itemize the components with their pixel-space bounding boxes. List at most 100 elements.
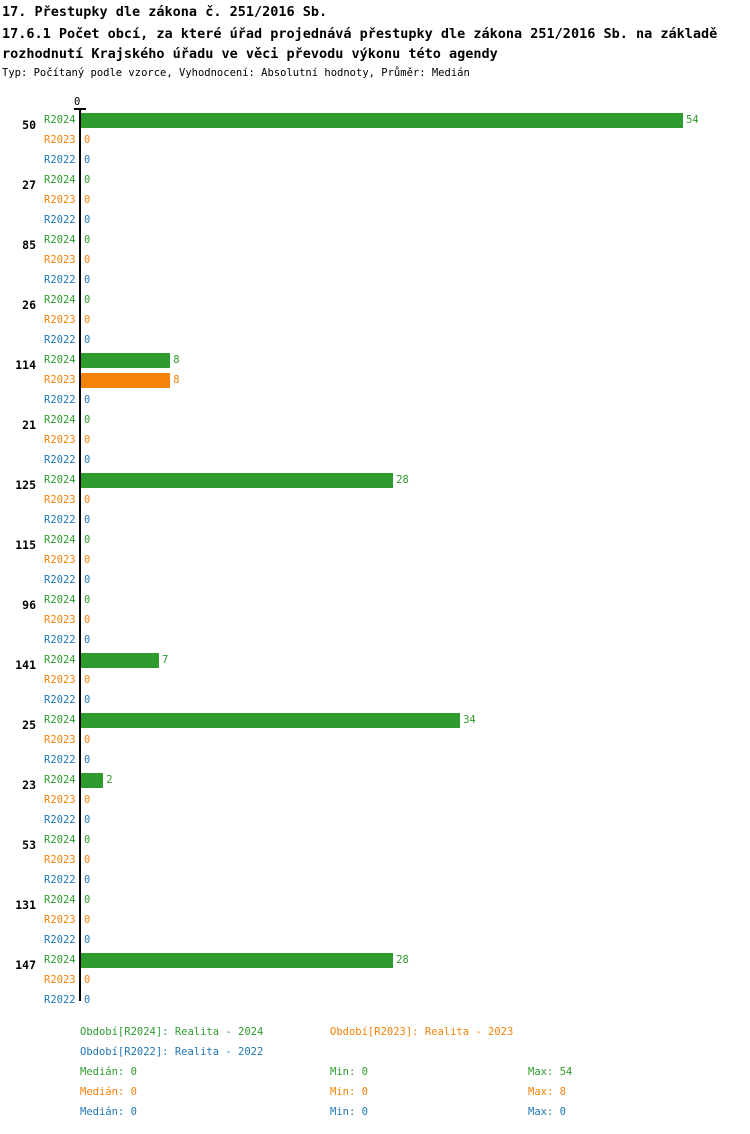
group-label: 25 [22, 718, 36, 732]
group-label: 115 [15, 538, 36, 552]
bar-value-label: 28 [396, 954, 409, 966]
x-axis-tick-label-0: 0 [74, 96, 81, 108]
legend-stat-row: Medián: 0 Min: 0 Max: 0 [0, 1102, 750, 1122]
bar-value-label: 0 [84, 514, 91, 526]
bar [81, 773, 104, 788]
chart-row: R2022 0 [0, 810, 750, 830]
bar-value-label: 0 [84, 254, 91, 266]
chart-row: R2024 7 [0, 650, 750, 670]
bar-value-label: 0 [84, 414, 91, 426]
legend-stat-row: Medián: 0 Min: 0 Max: 54 [0, 1062, 750, 1082]
bar-value-label: 0 [84, 894, 91, 906]
chart-row: R2022 0 [0, 750, 750, 770]
bar-value-label: 0 [84, 234, 91, 246]
chart-row: R2023 0 [0, 610, 750, 630]
chart-row: R2024 0 [0, 830, 750, 850]
group-label: 50 [22, 118, 36, 132]
group-label: 23 [22, 778, 36, 792]
bar-value-label: 0 [84, 334, 91, 346]
legend-item: Období[R2024]: Realita - 2024 [80, 1026, 264, 1038]
group-label: 53 [22, 838, 36, 852]
legend-item: Období[R2022]: Realita - 2022 [80, 1046, 264, 1058]
bar-value-label: 0 [84, 974, 91, 986]
chart-row: R2023 0 [0, 970, 750, 990]
chart-group: 147 R2024 28 R2023 0 R2022 0 [0, 950, 750, 1010]
bar-value-label: 28 [396, 474, 409, 486]
series-label-r2024: R2024 [44, 114, 76, 126]
chart-row: R2022 0 [0, 870, 750, 890]
bar-value-label: 0 [84, 994, 91, 1006]
bar-value-label: 0 [84, 154, 91, 166]
chart-legend: Období[R2024]: Realita - 2024 Období[R202… [0, 1022, 750, 1122]
bar-value-label: 0 [84, 594, 91, 606]
series-label-r2024: R2024 [44, 234, 76, 246]
chart-title: 17.6.1 Počet obcí, za které úřad projedn… [2, 26, 718, 62]
chart-row: R2023 0 [0, 790, 750, 810]
bar-value-label: 0 [84, 694, 91, 706]
legend-statistics: Medián: 0 Min: 0 Max: 54 Medián: 0 Min: 0 Max… [0, 1062, 750, 1122]
chart-group: 96 R2024 0 R2023 0 R2022 0 [0, 590, 750, 650]
series-label-r2022: R2022 [44, 754, 76, 766]
series-label-r2024: R2024 [44, 714, 76, 726]
chart-row: R2022 0 [0, 930, 750, 950]
series-label-r2022: R2022 [44, 574, 76, 586]
bar-value-label: 0 [84, 834, 91, 846]
group-label: 125 [15, 478, 36, 492]
chart-row: R2023 0 [0, 730, 750, 750]
bar-value-label: 0 [84, 914, 91, 926]
legend-stat-max: Max: 54 [528, 1066, 573, 1078]
chart-row: R2024 28 [0, 950, 750, 970]
legend-row: Období[R2024]: Realita - 2024 Období[R202… [0, 1022, 750, 1042]
series-label-r2024: R2024 [44, 174, 76, 186]
chart-group: 27 R2024 0 R2023 0 R2022 0 [0, 170, 750, 230]
series-label-r2023: R2023 [44, 854, 76, 866]
bar-value-label: 7 [162, 654, 169, 666]
bar-value-label: 2 [106, 774, 113, 786]
chart-row: R2024 0 [0, 230, 750, 250]
series-label-r2023: R2023 [44, 134, 76, 146]
chart-row: R2024 8 [0, 350, 750, 370]
series-label-r2022: R2022 [44, 394, 76, 406]
bar-value-label: 0 [84, 634, 91, 646]
chart-group: 85 R2024 0 R2023 0 R2022 0 [0, 230, 750, 290]
bar-value-label: 0 [84, 754, 91, 766]
chart-row: R2024 0 [0, 290, 750, 310]
series-label-r2024: R2024 [44, 294, 76, 306]
chart-row: R2023 8 [0, 370, 750, 390]
group-label: 147 [15, 958, 36, 972]
bar-value-label: 0 [84, 494, 91, 506]
series-label-r2022: R2022 [44, 514, 76, 526]
series-label-r2024: R2024 [44, 354, 76, 366]
page-title: 17. Přestupky dle zákona č. 251/2016 Sb. [2, 4, 328, 20]
bar-value-label: 0 [84, 454, 91, 466]
chart-row: R2023 0 [0, 130, 750, 150]
chart-group: 53 R2024 0 R2023 0 R2022 0 [0, 830, 750, 890]
chart-row: R2023 0 [0, 430, 750, 450]
series-label-r2023: R2023 [44, 794, 76, 806]
legend-entries: Období[R2024]: Realita - 2024 Období[R202… [0, 1022, 750, 1062]
chart-row: R2022 0 [0, 150, 750, 170]
chart-row: R2023 0 [0, 250, 750, 270]
bar-value-label: 0 [84, 554, 91, 566]
bar-value-label: 0 [84, 214, 91, 226]
bar-value-label: 0 [84, 854, 91, 866]
chart-row: R2023 0 [0, 670, 750, 690]
chart-group: 125 R2024 28 R2023 0 R2022 0 [0, 470, 750, 530]
chart-header: 17. Přestupky dle zákona č. 251/2016 Sb.… [0, 0, 750, 80]
chart-metadata: Typ: Počítaný podle vzorce, Vyhodnocení:… [2, 67, 470, 79]
chart-row: R2023 0 [0, 490, 750, 510]
bar [81, 373, 171, 388]
chart-plot-area: 0 50 R2024 54 R2023 0 R2022 0 2 7 R2024 0 R2023 0 R20… [0, 96, 750, 1011]
bar-value-label: 0 [84, 734, 91, 746]
group-label: 131 [15, 898, 36, 912]
bar-value-label: 0 [84, 934, 91, 946]
bar [81, 713, 461, 728]
legend-stat-median: Medián: 0 [80, 1106, 137, 1118]
series-label-r2022: R2022 [44, 694, 76, 706]
bar-value-label: 0 [84, 874, 91, 886]
bar-value-label: 0 [84, 794, 91, 806]
bar-value-label: 0 [84, 674, 91, 686]
chart-row: R2024 54 [0, 110, 750, 130]
bar [81, 953, 394, 968]
group-label: 141 [15, 658, 36, 672]
